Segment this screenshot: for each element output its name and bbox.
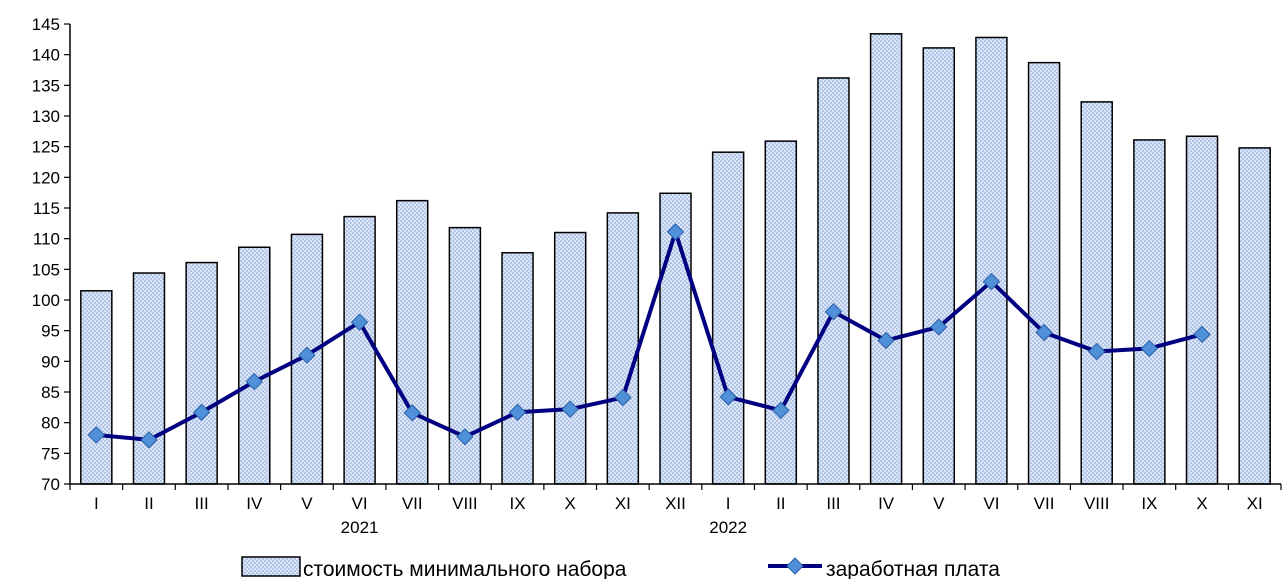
line-point xyxy=(719,388,737,406)
x-tick-label: I xyxy=(94,494,99,513)
x-year-label: 2021 xyxy=(341,518,379,537)
line-point xyxy=(982,272,1001,291)
bar xyxy=(448,226,482,485)
line-point xyxy=(350,313,369,331)
bar xyxy=(817,77,850,485)
x-axis: I II III IV V VI VII VIII IX X XI XII I II III IV V VI VII… xyxy=(69,483,1282,537)
x-tick-label: V xyxy=(933,494,945,513)
bar xyxy=(606,212,640,485)
y-tick-label: 105 xyxy=(32,260,60,279)
legend-swatch-marker xyxy=(786,557,804,575)
x-tick-label: VI xyxy=(352,494,368,513)
line-series xyxy=(87,223,1211,449)
x-tick-label: V xyxy=(301,494,313,513)
y-tick-label: 90 xyxy=(41,352,60,371)
bar xyxy=(1185,135,1219,485)
y-tick-label: 110 xyxy=(33,230,60,249)
bar xyxy=(975,36,1008,485)
bar xyxy=(1080,101,1113,485)
x-tick-label: IV xyxy=(246,494,263,513)
y-tick-label: 85 xyxy=(41,383,60,402)
y-tick-label: 70 xyxy=(41,475,60,494)
x-tick-label: IV xyxy=(878,494,895,513)
line-point xyxy=(1193,325,1211,344)
line-point xyxy=(1088,342,1106,361)
y-tick-label: 120 xyxy=(32,168,60,187)
bar xyxy=(501,252,534,485)
line-point xyxy=(877,331,895,350)
bar xyxy=(711,151,745,485)
y-axis: 70 75 80 85 90 95 100 105 110 115 120 125 130 135 140 1… xyxy=(32,15,71,494)
bar xyxy=(553,231,587,485)
x-tick-label: VIII xyxy=(452,494,478,513)
line-point xyxy=(561,400,579,418)
line-point xyxy=(245,372,263,391)
y-tick-label: 145 xyxy=(32,15,60,34)
legend-swatch-bars xyxy=(241,556,301,577)
x-tick-label: I xyxy=(726,494,731,513)
x-tick-label: X xyxy=(565,494,576,513)
y-tick-label: 140 xyxy=(32,46,60,65)
line-point xyxy=(614,388,632,407)
bar xyxy=(80,290,113,485)
line-point xyxy=(666,223,685,241)
line-point xyxy=(298,346,316,364)
x-tick-label: XI xyxy=(615,494,631,513)
bar xyxy=(922,47,956,485)
line-point xyxy=(403,404,421,422)
bar xyxy=(238,246,271,485)
y-tick-label: 75 xyxy=(41,444,60,463)
line-point xyxy=(824,302,843,321)
bar xyxy=(185,261,218,485)
bar xyxy=(1133,139,1166,485)
bar xyxy=(659,192,692,485)
y-tick-label: 115 xyxy=(33,199,60,218)
x-tick-label: IX xyxy=(1141,494,1157,513)
legend-label-line: заработная плата xyxy=(826,558,1000,579)
x-tick-label: VI xyxy=(983,494,999,513)
x-tick-label: X xyxy=(1196,494,1207,513)
line-point xyxy=(192,403,211,421)
x-tick-label: III xyxy=(195,494,209,513)
bar xyxy=(1027,61,1061,485)
bar xyxy=(869,33,903,485)
bar-series xyxy=(80,33,1271,485)
line-point xyxy=(456,428,474,446)
bar xyxy=(343,215,376,485)
y-tick-label: 95 xyxy=(41,322,60,341)
line-path xyxy=(96,229,1203,442)
y-tick-label: 125 xyxy=(32,138,60,157)
line-point xyxy=(930,318,948,336)
x-tick-label: II xyxy=(144,494,153,513)
x-tick-label: VIII xyxy=(1084,494,1110,513)
line-point xyxy=(140,431,158,449)
x-tick-label: IX xyxy=(510,494,526,513)
x-year-label: 2022 xyxy=(709,518,747,537)
y-tick-label: 80 xyxy=(41,414,60,433)
line-point xyxy=(1140,339,1159,358)
legend: стоимость минимального набора заработная… xyxy=(241,556,1000,579)
bar xyxy=(132,272,166,485)
x-tick-label: XI xyxy=(1247,494,1263,513)
y-tick-label: 130 xyxy=(32,107,60,126)
x-tick-label: VII xyxy=(402,494,423,513)
x-tick-label: II xyxy=(776,494,785,513)
line-point xyxy=(87,426,106,444)
line-point xyxy=(1035,323,1053,342)
x-tick-label: VII xyxy=(1034,494,1055,513)
legend-label-bars: стоимость минимального набора xyxy=(303,558,627,579)
x-tick-label: III xyxy=(826,494,840,513)
y-tick-label: 100 xyxy=(32,291,60,310)
x-tick-label: XII xyxy=(665,494,686,513)
line-point xyxy=(508,403,527,421)
bar xyxy=(395,199,429,485)
bar xyxy=(764,140,798,485)
line-point xyxy=(772,401,790,420)
bar xyxy=(1238,147,1271,485)
y-tick-label: 135 xyxy=(32,76,60,95)
